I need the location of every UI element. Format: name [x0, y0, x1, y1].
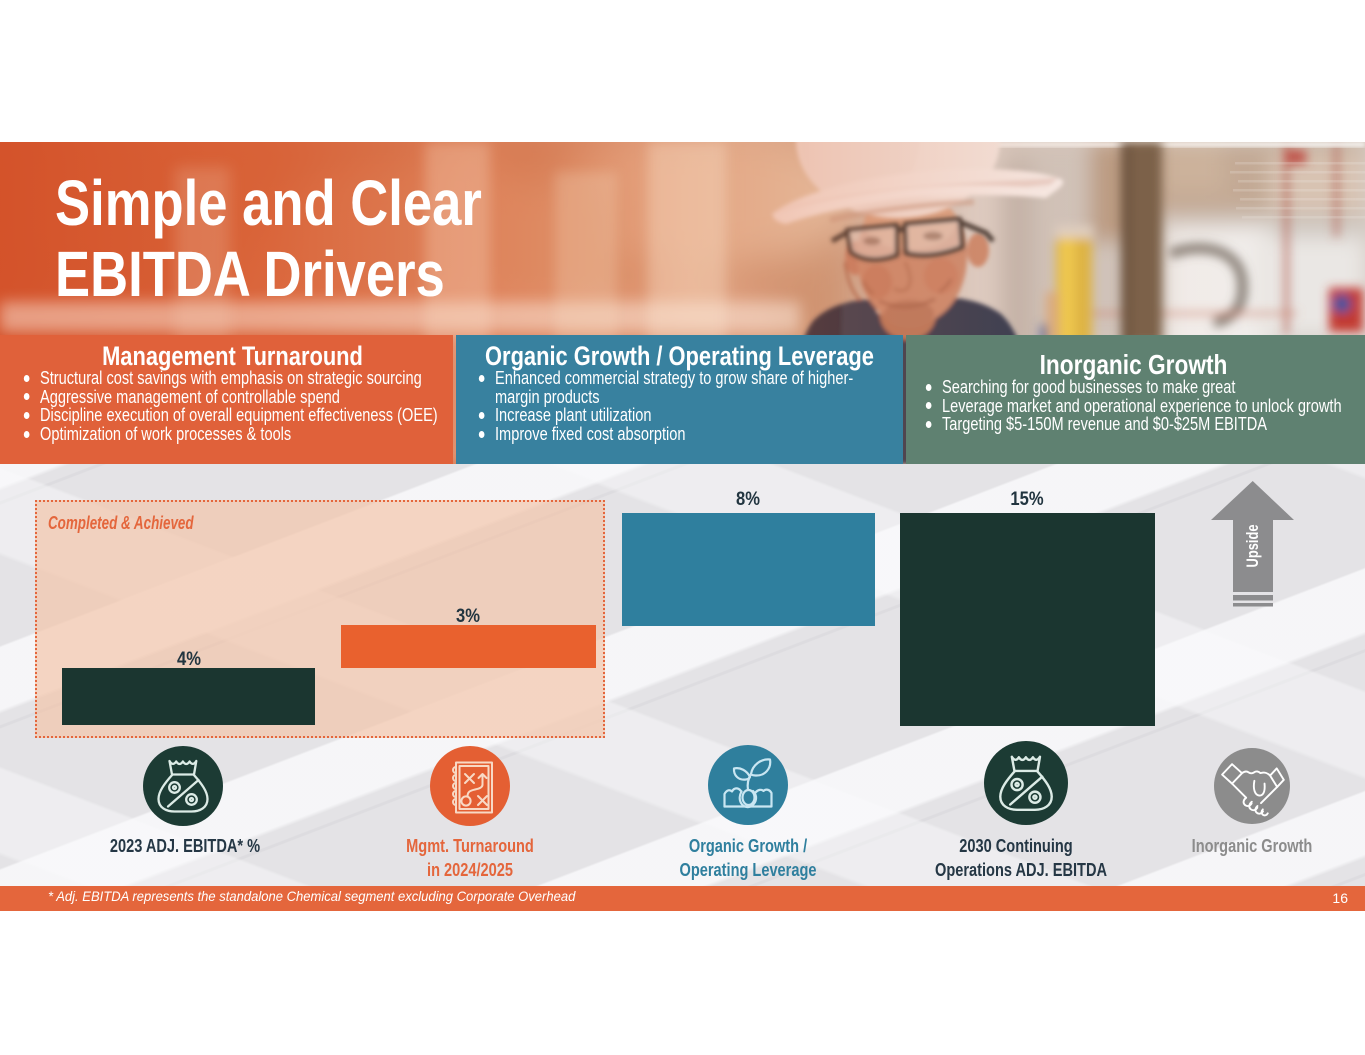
svg-text:Upside: Upside — [1244, 525, 1262, 568]
